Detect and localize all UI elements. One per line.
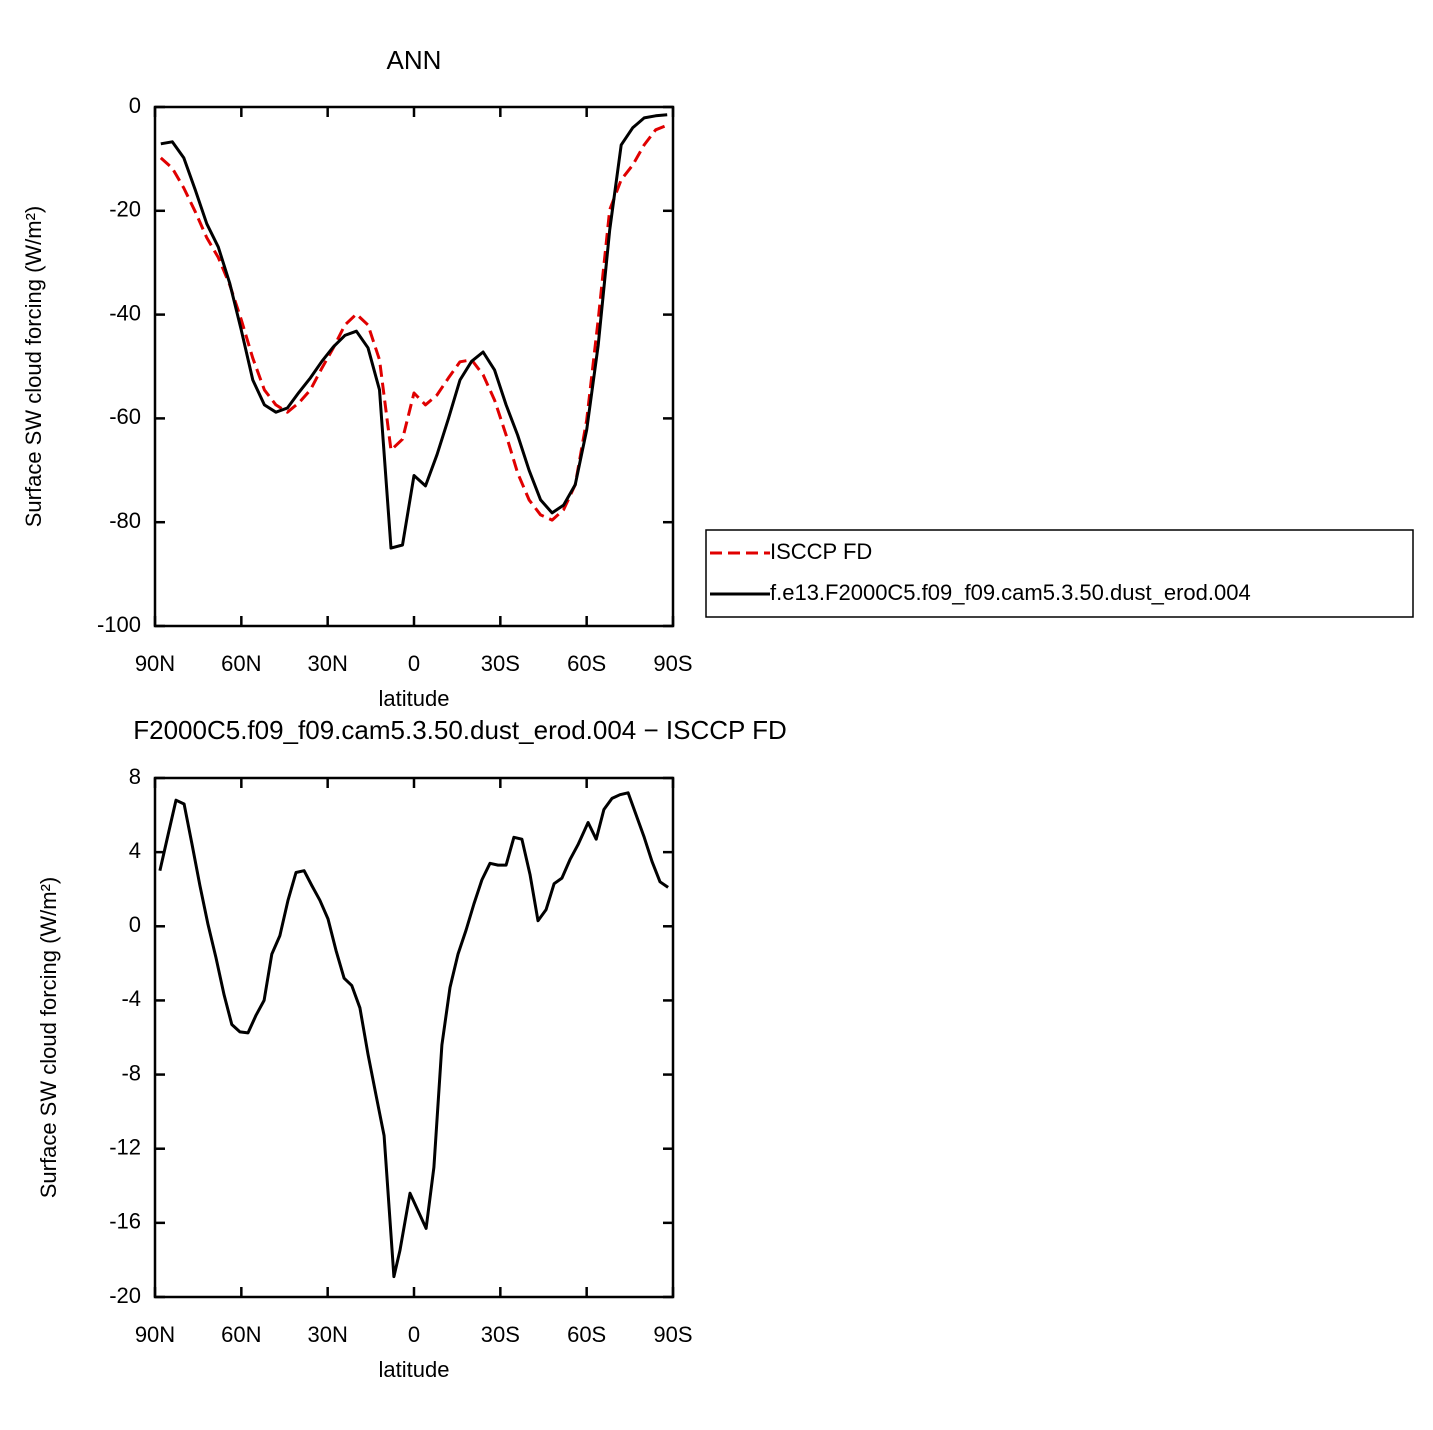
x-tick-label: 30N: [307, 1322, 347, 1347]
y-tick-label: 0: [129, 912, 141, 937]
y-tick-label: -80: [109, 508, 141, 533]
chart-title: F2000C5.f09_f09.cam5.3.50.dust_erod.004 …: [133, 715, 787, 745]
plot-frame: [153, 776, 675, 1299]
x-tick-label: 30N: [307, 651, 347, 676]
legend-label: ISCCP FD: [770, 539, 872, 564]
y-tick-label: -20: [109, 1283, 141, 1308]
y-tick-label: -8: [121, 1060, 141, 1085]
x-tick-label: 0: [408, 1322, 420, 1347]
data-line: [158, 791, 669, 1279]
y-tick-label: -16: [109, 1209, 141, 1234]
y-tick-label: -100: [97, 612, 141, 637]
legend-box: [705, 529, 1414, 618]
x-tick-label: 90S: [653, 651, 692, 676]
y-tick-label: 0: [129, 93, 141, 118]
x-tick-label: 90N: [135, 1322, 175, 1347]
x-tick-label: 60S: [567, 1322, 606, 1347]
y-tick-label: 4: [129, 838, 141, 863]
y-tick-label: -60: [109, 404, 141, 429]
x-tick-label: 0: [408, 651, 420, 676]
x-tick-label: 60S: [567, 651, 606, 676]
y-tick-label: -4: [121, 986, 141, 1011]
x-tick-label: 90N: [135, 651, 175, 676]
legend-label: f.e13.F2000C5.f09_f09.cam5.3.50.dust_ero…: [770, 580, 1251, 605]
x-tick-label: 30S: [481, 651, 520, 676]
y-axis-label: Surface SW cloud forcing (W/m²): [36, 877, 61, 1199]
x-tick-label: 30S: [481, 1322, 520, 1347]
y-tick-label: -20: [109, 197, 141, 222]
y-tick-label: 8: [129, 764, 141, 789]
x-tick-label: 90S: [653, 1322, 692, 1347]
chart-title: ANN: [387, 45, 442, 75]
x-axis-label: latitude: [379, 1357, 450, 1382]
y-axis-label: Surface SW cloud forcing (W/m²): [21, 206, 46, 528]
data-line: [160, 113, 668, 550]
x-tick-label: 60N: [221, 1322, 261, 1347]
x-axis-label: latitude: [379, 686, 450, 711]
x-tick-label: 60N: [221, 651, 261, 676]
y-tick-label: -12: [109, 1135, 141, 1160]
y-tick-label: -40: [109, 300, 141, 325]
data-line: [159, 123, 668, 522]
